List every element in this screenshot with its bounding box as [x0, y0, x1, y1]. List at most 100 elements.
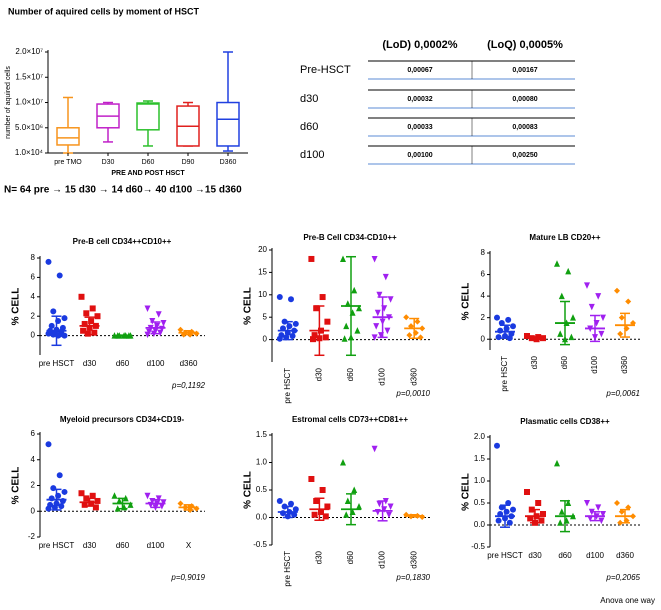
data-point — [568, 333, 575, 341]
x-tick-label: d100 — [378, 550, 387, 568]
footer: Anova one way — [600, 596, 655, 605]
x-tick-label: pre TMO — [54, 159, 82, 166]
y-axis-label: % CELL — [11, 467, 22, 505]
x-tick-label: d60 — [346, 550, 355, 564]
data-point — [354, 327, 361, 334]
data-point — [324, 318, 331, 325]
y-tick-label: 5 — [263, 312, 268, 321]
data-point — [80, 327, 87, 334]
data-point — [276, 498, 283, 504]
x-tick-label: d100 — [590, 355, 599, 373]
data-point — [386, 511, 392, 519]
x-tick-label: d360 — [616, 551, 634, 560]
x-tick-label: d100 — [586, 551, 604, 560]
x-tick-label: pre HSCT — [500, 356, 509, 392]
data-point — [403, 314, 410, 321]
y-axis-label: % CELL — [243, 471, 254, 509]
y-axis-label: % CELL — [461, 473, 472, 511]
y-tick-label: 6 — [31, 429, 36, 438]
data-point — [595, 293, 602, 300]
x-tick-label: d100 — [378, 367, 387, 385]
x-tick-label: pre HSCT — [283, 551, 292, 587]
y-tick-label: 1.0 — [474, 476, 486, 485]
data-point — [177, 500, 184, 507]
chart-title: Pre-B Cell CD34-CD10++ — [303, 233, 397, 242]
data-point — [356, 304, 362, 312]
data-point — [144, 492, 151, 500]
data-point — [351, 286, 358, 294]
data-point — [116, 497, 123, 504]
table-cell: 0,00250 — [512, 152, 537, 159]
y-tick-label: 0 — [481, 334, 486, 343]
y-tick-label: 0.0 — [256, 513, 268, 522]
data-point — [160, 319, 167, 327]
data-point — [565, 267, 572, 275]
y-tick-label: 4 — [481, 291, 486, 300]
data-point — [341, 335, 348, 342]
data-point — [292, 506, 299, 513]
data-point — [497, 327, 504, 334]
x-tick-label: pre HSCT — [487, 551, 523, 560]
data-point — [344, 497, 351, 504]
table-cell: 0,00100 — [407, 152, 432, 159]
data-point — [61, 315, 68, 322]
data-point — [324, 503, 331, 510]
row-label: d100 — [300, 149, 324, 161]
data-point — [584, 500, 590, 507]
chart-title: Myeloid precursors CD34+CD19- — [60, 415, 185, 424]
y-tick-label: 0 — [31, 331, 36, 340]
data-point — [494, 314, 500, 321]
chart-title: Mature LB CD20++ — [529, 233, 600, 242]
table-cell: 0,00032 — [407, 96, 432, 103]
data-point — [524, 489, 530, 495]
data-point — [617, 330, 624, 337]
x-tick-label: pre HSCT — [39, 541, 75, 550]
data-point — [558, 508, 565, 515]
x-tick-label: d30 — [315, 550, 324, 564]
data-point — [155, 311, 162, 318]
data-point — [510, 506, 516, 513]
x-tick-label: d360 — [409, 550, 418, 568]
data-point — [343, 511, 350, 518]
data-point — [177, 326, 184, 333]
data-point — [417, 334, 424, 341]
data-point — [50, 308, 57, 315]
data-point — [158, 503, 165, 510]
data-point — [600, 314, 606, 322]
data-point — [618, 314, 625, 321]
data-point — [276, 294, 283, 301]
data-point — [78, 293, 85, 300]
y-tick-label: 0.5 — [256, 485, 268, 494]
data-point — [313, 498, 320, 504]
y-tick-label: -0.5 — [253, 540, 267, 549]
y-tick-label: 6 — [31, 273, 36, 282]
data-point — [387, 296, 394, 303]
data-point — [310, 336, 316, 343]
data-point — [340, 255, 346, 262]
data-point — [144, 305, 151, 312]
chart-title: Pre-B cell CD34++CD10++ — [73, 237, 172, 246]
data-point — [48, 322, 55, 329]
x-tick-label: d30 — [83, 541, 97, 550]
data-point — [356, 503, 362, 510]
data-point — [78, 490, 85, 497]
data-point — [94, 313, 101, 320]
data-point — [614, 500, 620, 506]
table-cell: 0,00067 — [407, 67, 432, 74]
data-point — [598, 517, 605, 525]
y-axis-label: % CELL — [11, 288, 22, 326]
data-point — [308, 476, 315, 482]
x-tick-label: d30 — [83, 359, 97, 368]
data-point — [288, 500, 294, 507]
y-tick-label: 2 — [481, 313, 486, 322]
data-point — [588, 303, 595, 311]
data-point — [319, 487, 326, 493]
data-point — [595, 504, 602, 511]
y-tick-label: -0.5 — [471, 542, 485, 551]
y-tick-label: 8 — [31, 253, 36, 262]
data-point — [343, 322, 350, 330]
data-point — [58, 503, 65, 510]
x-tick-label: d360 — [180, 359, 198, 368]
x-tick-label: d360 — [409, 367, 418, 385]
data-point — [111, 492, 118, 499]
